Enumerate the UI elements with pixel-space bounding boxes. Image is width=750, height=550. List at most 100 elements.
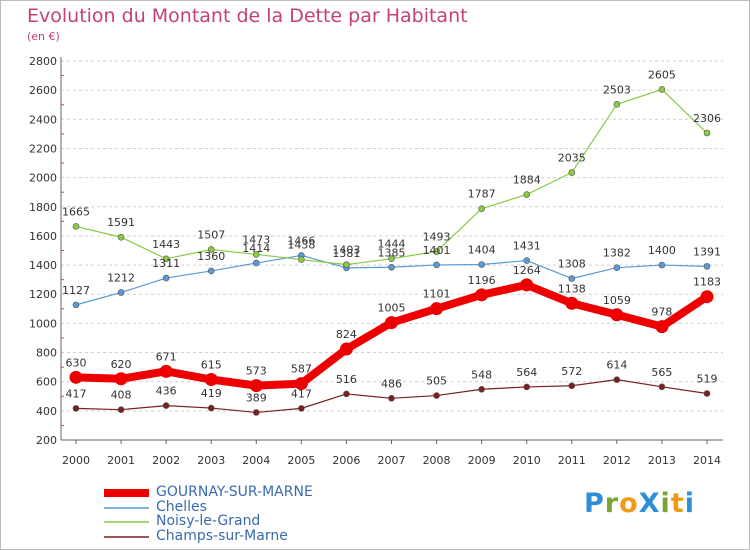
x-tick-label: 2010 — [513, 454, 541, 467]
data-label: 1005 — [378, 302, 406, 315]
data-point — [703, 390, 711, 397]
brand-letter: i — [684, 488, 695, 519]
brand-letter: P — [584, 488, 605, 519]
data-point — [613, 100, 621, 108]
data-point — [523, 383, 531, 391]
chart-subtitle: (en €) — [27, 30, 60, 43]
y-tick-label: 1800 — [29, 201, 57, 214]
brand-letter: o — [619, 488, 639, 519]
data-label: 565 — [651, 366, 672, 379]
x-tick-label: 2009 — [468, 454, 496, 467]
data-label: 1382 — [603, 247, 631, 260]
data-label: 1264 — [513, 264, 541, 277]
data-label: 436 — [156, 385, 177, 398]
data-label: 1591 — [107, 216, 135, 229]
x-tick-label: 2007 — [378, 454, 406, 467]
data-point — [658, 86, 666, 93]
data-label: 1196 — [468, 274, 496, 287]
data-label: 1391 — [693, 245, 721, 258]
x-tick-label: 2014 — [693, 454, 721, 467]
data-point — [523, 257, 531, 264]
data-point — [385, 316, 398, 330]
brand-letter: X — [638, 488, 661, 519]
x-tick-label: 2002 — [152, 454, 180, 467]
data-point — [658, 383, 666, 391]
data-label: 1438 — [287, 239, 315, 252]
data-point — [207, 267, 215, 275]
data-label: 1466 — [287, 234, 315, 247]
y-tick-label: 800 — [36, 347, 57, 360]
data-label: 824 — [336, 328, 357, 341]
y-tick-label: 200 — [36, 434, 57, 447]
data-point — [72, 223, 80, 230]
brand-letter: i — [660, 488, 671, 519]
data-label: 1311 — [152, 257, 180, 270]
data-label: 1127 — [62, 284, 90, 297]
data-label: 516 — [336, 373, 357, 386]
data-point — [249, 379, 263, 393]
data-point — [72, 405, 80, 412]
data-point — [523, 191, 531, 198]
data-label: 2035 — [558, 152, 586, 165]
data-point — [430, 302, 444, 316]
data-label: 573 — [246, 365, 267, 378]
data-label: 408 — [111, 389, 132, 402]
data-label: 1493 — [423, 231, 451, 244]
data-label: 548 — [471, 368, 492, 381]
data-label: 1360 — [197, 250, 225, 263]
x-tick-label: 2006 — [332, 454, 360, 467]
data-label: 1308 — [558, 257, 586, 270]
y-tick-label: 400 — [36, 405, 57, 418]
data-point — [613, 264, 621, 272]
data-label: 1414 — [242, 242, 270, 255]
legend-label: Champs-sur-Marne — [156, 528, 288, 544]
data-point — [388, 395, 395, 402]
data-point — [478, 385, 485, 393]
data-label: 1443 — [152, 238, 180, 251]
data-label: 419 — [201, 387, 222, 400]
x-tick-label: 2012 — [603, 454, 631, 467]
y-tick-label: 1600 — [29, 230, 57, 243]
data-label: 978 — [651, 306, 672, 319]
y-tick-label: 2800 — [29, 55, 57, 68]
x-tick-label: 2000 — [62, 454, 90, 467]
data-point — [298, 256, 305, 263]
data-label: 572 — [561, 365, 582, 378]
data-point — [252, 409, 260, 416]
data-label: 1212 — [107, 271, 135, 284]
data-point — [388, 263, 395, 271]
data-point — [655, 320, 669, 334]
data-point — [568, 275, 576, 282]
data-point — [339, 342, 353, 356]
x-tick-label: 2008 — [423, 454, 451, 467]
data-label: 1884 — [513, 174, 541, 187]
data-point — [565, 296, 579, 310]
data-label: 620 — [111, 358, 132, 371]
data-point — [433, 261, 440, 269]
data-point — [478, 205, 485, 212]
data-label: 615 — [201, 359, 222, 372]
data-label: 486 — [381, 377, 402, 390]
y-tick-label: 1400 — [29, 259, 57, 272]
data-label: 389 — [246, 391, 267, 404]
data-label: 564 — [516, 366, 537, 379]
data-point — [159, 364, 173, 378]
data-label: 1138 — [558, 282, 586, 295]
data-point — [568, 382, 576, 390]
data-label: 1665 — [62, 205, 90, 218]
data-label: 1403 — [332, 244, 360, 257]
data-point — [114, 372, 128, 386]
data-label: 671 — [156, 350, 177, 363]
data-label: 587 — [291, 363, 312, 376]
data-label: 1101 — [423, 288, 451, 301]
data-point — [388, 255, 395, 262]
data-label: 1401 — [423, 244, 451, 257]
data-label: 630 — [66, 356, 87, 369]
y-tick-label: 2000 — [29, 172, 57, 185]
data-point — [162, 255, 170, 263]
y-tick-label: 1200 — [29, 288, 57, 301]
y-tick-label: 2600 — [29, 84, 57, 97]
data-label: 1787 — [468, 188, 496, 201]
